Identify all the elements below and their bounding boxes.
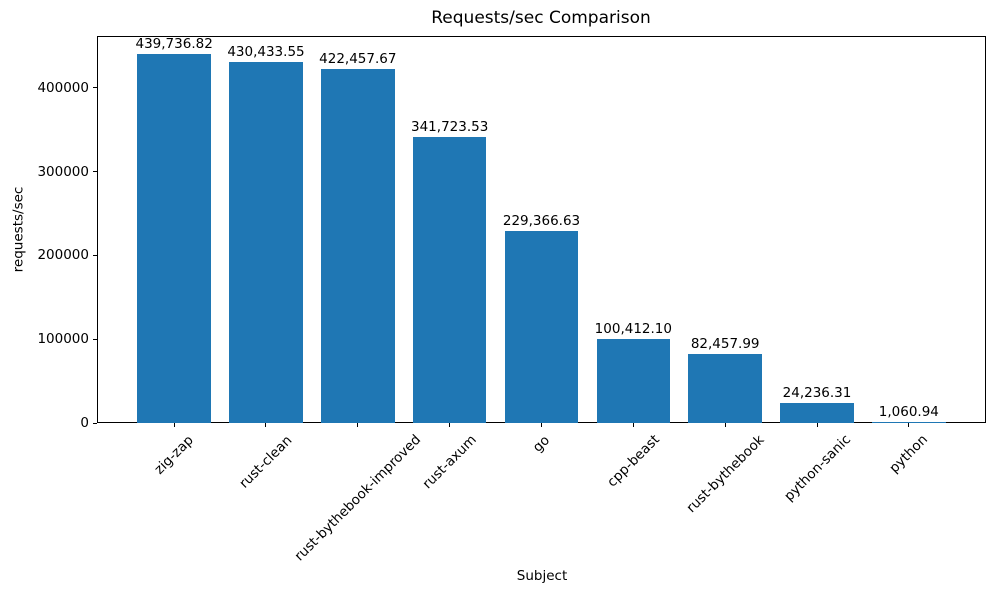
x-tick <box>724 423 726 427</box>
x-tick <box>816 423 818 427</box>
y-tick-label: 200000 <box>37 247 89 264</box>
bar-value-label: 1,060.94 <box>878 404 939 420</box>
x-tick-label: python-sanic <box>780 431 854 505</box>
bar-value-label: 24,236.31 <box>782 384 852 401</box>
y-tick <box>93 171 97 173</box>
x-tick <box>908 423 910 427</box>
bar <box>688 353 762 423</box>
x-axis-label: Subject <box>516 568 568 584</box>
bar <box>504 230 579 423</box>
x-tick <box>265 423 267 427</box>
y-tick <box>93 338 97 340</box>
x-tick <box>173 423 175 427</box>
x-tick-label: rust-bythebook-improved <box>291 432 424 565</box>
y-axis-label: requests/sec <box>10 186 27 273</box>
y-tick <box>93 422 97 424</box>
y-tick-label: 300000 <box>37 163 89 180</box>
x-tick <box>357 423 359 427</box>
y-tick-label: 0 <box>80 415 89 431</box>
x-tick <box>541 423 542 427</box>
bar <box>321 68 395 423</box>
x-tick-label: cpp-beast <box>603 432 663 491</box>
y-tick-label: 400000 <box>37 79 89 96</box>
chart-title: Requests/sec Comparison <box>431 8 651 28</box>
x-tick-label: rust-bythebook <box>683 432 768 517</box>
y-tick-label: 100000 <box>37 331 89 348</box>
y-tick <box>93 87 97 89</box>
x-tick-label: rust-axum <box>419 431 480 493</box>
bar-value-label: 439,736.82 <box>135 36 213 53</box>
bar-value-label: 430,433.55 <box>227 44 305 61</box>
bar-value-label: 229,366.63 <box>502 212 581 229</box>
x-tick-label: zig-zap <box>151 431 197 478</box>
bar-value-label: 82,457.99 <box>690 335 760 352</box>
bar-value-label: 422,457.67 <box>319 50 397 67</box>
y-tick <box>93 254 97 256</box>
x-tick-label: python <box>886 431 932 477</box>
bar <box>229 62 303 423</box>
x-tick-label: rust-clean <box>236 432 296 492</box>
x-tick-label: go <box>529 432 554 456</box>
bar <box>137 54 211 423</box>
bar <box>780 402 854 423</box>
bar <box>596 338 671 423</box>
x-tick <box>449 423 451 427</box>
bar <box>872 422 946 423</box>
bar <box>412 136 487 423</box>
x-tick <box>632 423 634 427</box>
bar-value-label: 341,723.53 <box>411 118 489 135</box>
bar-value-label: 100,412.10 <box>594 320 672 337</box>
